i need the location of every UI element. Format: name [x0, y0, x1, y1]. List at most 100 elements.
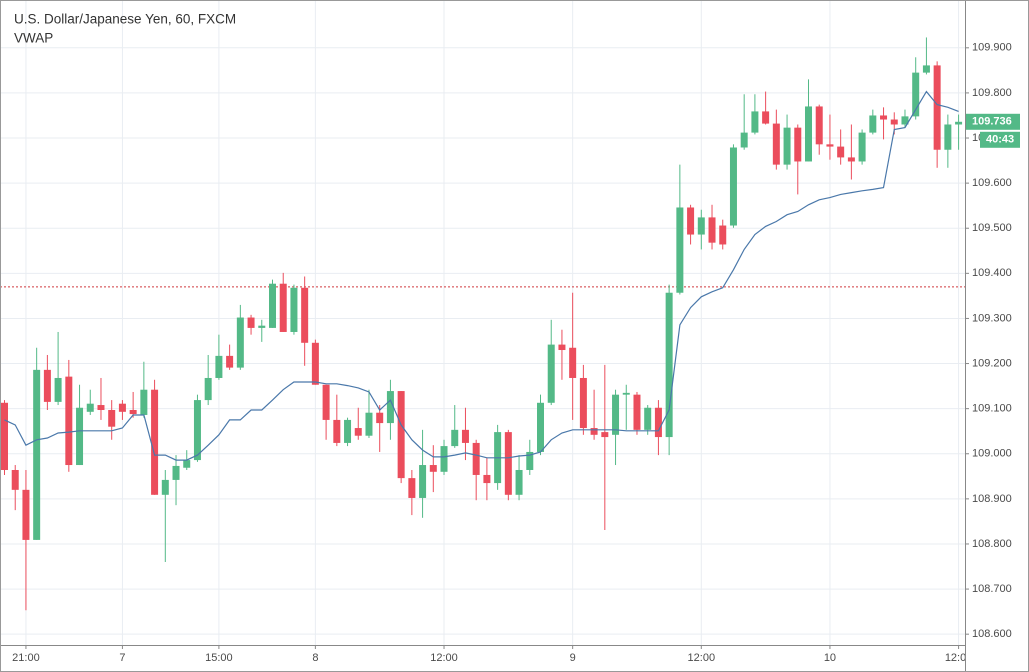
y-tick-label: 109.600 — [972, 177, 1012, 189]
candle-body — [97, 405, 105, 411]
y-tick-label: 108.900 — [972, 493, 1012, 505]
candle-body — [301, 287, 309, 343]
candle-body — [526, 451, 534, 470]
candle-body — [461, 429, 469, 443]
candle-body — [558, 344, 566, 351]
candle-body — [161, 479, 169, 495]
candle-body — [837, 146, 845, 158]
candle-body — [419, 465, 427, 498]
candle-body — [258, 325, 266, 328]
candle-body — [11, 469, 19, 490]
candle-body — [665, 292, 673, 438]
candle-body — [215, 355, 223, 378]
x-tick-label: 12:00 — [430, 652, 458, 664]
y-tick-label: 109.100 — [972, 403, 1012, 415]
candle-body — [633, 394, 641, 430]
x-tick-label: 7 — [119, 652, 125, 664]
x-tick-label: 15:00 — [205, 652, 233, 664]
y-tick-label: 108.800 — [972, 538, 1012, 550]
candle-body — [751, 111, 759, 133]
candle-body — [762, 111, 770, 124]
candle-body — [654, 407, 662, 438]
x-tick-label: 21:00 — [12, 652, 40, 664]
y-tick-label: 109.300 — [972, 312, 1012, 324]
candle-body — [108, 410, 116, 427]
candle-body — [880, 115, 888, 120]
candle-body — [376, 412, 384, 424]
y-tick-label: 109.200 — [972, 357, 1012, 369]
y-tick-label: 109.400 — [972, 267, 1012, 279]
y-tick-label: 109.800 — [972, 87, 1012, 99]
candle-body — [772, 123, 780, 165]
candle-body — [22, 489, 30, 540]
candle-body — [54, 377, 62, 402]
candle-body — [483, 474, 491, 484]
candle-body — [333, 419, 341, 443]
candle-body — [183, 460, 191, 468]
candle-body — [579, 377, 587, 429]
candle-body — [912, 72, 920, 117]
candle-body — [65, 376, 73, 466]
y-tick-label: 109.500 — [972, 222, 1012, 234]
candle-body — [719, 225, 727, 245]
candle-body — [612, 394, 620, 435]
candle-body — [311, 342, 319, 385]
candle-body — [922, 65, 930, 73]
y-tick-label: 109.000 — [972, 448, 1012, 460]
candle-body — [729, 147, 737, 226]
last-price-box — [966, 113, 1020, 130]
x-tick-label: 8 — [312, 652, 318, 664]
candle-body — [247, 317, 255, 328]
candle-body — [676, 207, 684, 293]
candle-body — [805, 106, 812, 162]
candle-body — [118, 403, 126, 412]
candle-body — [901, 116, 909, 125]
candle-body — [708, 217, 716, 243]
candle-body — [847, 157, 855, 162]
candle-body — [547, 344, 555, 403]
candle-body — [365, 412, 373, 436]
x-tick-label: 12:00 — [945, 652, 973, 664]
candle-body — [290, 287, 298, 332]
candle-body — [236, 317, 244, 368]
candle-body — [955, 121, 963, 125]
candle-body — [569, 347, 577, 378]
candle-body — [622, 392, 630, 395]
x-tick-label: 10 — [824, 652, 836, 664]
y-tick-label: 108.600 — [972, 628, 1012, 640]
chart-title: U.S. Dollar/Japanese Yen, 60, FXCM — [14, 12, 236, 27]
candle-body — [172, 465, 180, 480]
candle-body — [279, 283, 287, 332]
candle-body — [408, 478, 416, 498]
candle-body — [354, 428, 362, 436]
candle-body — [43, 369, 51, 402]
grid — [0, 0, 965, 645]
candle-body — [429, 465, 437, 472]
candle-body — [193, 400, 201, 461]
candle-body — [451, 429, 459, 447]
candle-body — [815, 106, 823, 145]
candle-body — [129, 410, 137, 415]
y-tick-label: 109.900 — [972, 42, 1012, 54]
candle-body — [204, 377, 212, 401]
candle-body — [322, 384, 330, 420]
candle-body — [151, 389, 159, 495]
candle-body — [697, 217, 705, 235]
candle-body — [601, 432, 609, 438]
y-axis: 108.600 108.700 108.800 108.900 109.000 109.1… — [965, 42, 1020, 640]
candle-body — [858, 132, 866, 162]
candle-body — [1, 402, 8, 470]
candle-body — [740, 132, 748, 148]
candle-body — [590, 428, 598, 435]
candle-body — [86, 403, 94, 412]
candle-body — [344, 419, 352, 443]
candle-body — [783, 127, 791, 165]
indicator-label: VWAP — [14, 31, 53, 46]
candle-body — [386, 391, 394, 424]
candle-body — [944, 124, 952, 150]
countdown-box — [980, 131, 1020, 148]
candle-body — [826, 144, 834, 147]
candle-body — [687, 207, 695, 235]
